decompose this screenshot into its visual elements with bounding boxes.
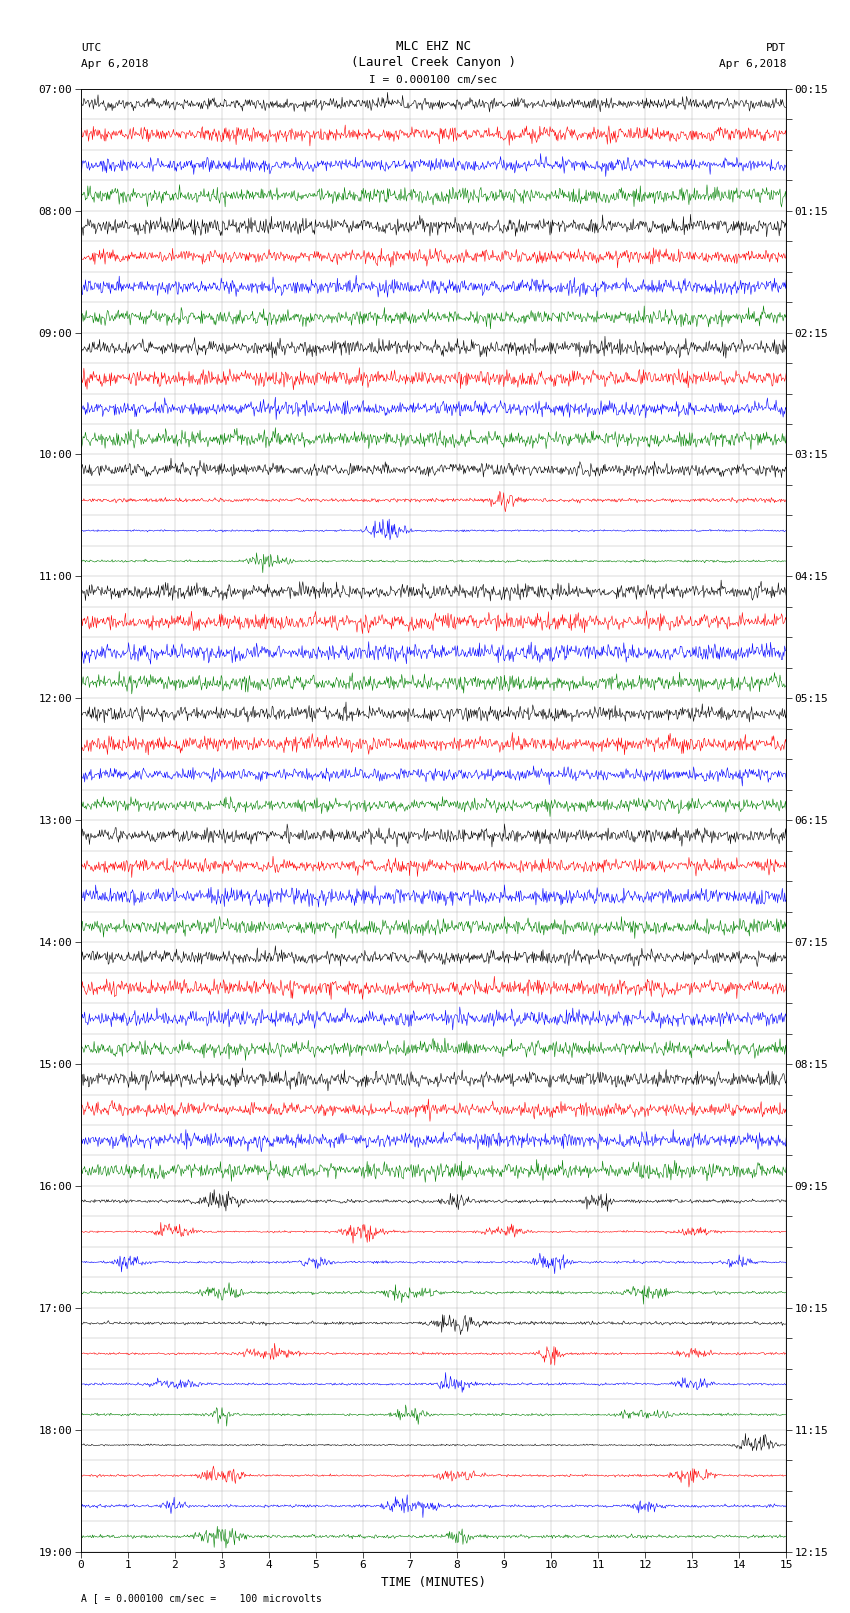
Text: A [ = 0.000100 cm/sec =    100 microvolts: A [ = 0.000100 cm/sec = 100 microvolts <box>81 1594 321 1603</box>
Text: (Laurel Creek Canyon ): (Laurel Creek Canyon ) <box>351 56 516 69</box>
X-axis label: TIME (MINUTES): TIME (MINUTES) <box>381 1576 486 1589</box>
Text: Apr 6,2018: Apr 6,2018 <box>719 60 786 69</box>
Text: MLC EHZ NC: MLC EHZ NC <box>396 40 471 53</box>
Text: I = 0.000100 cm/sec: I = 0.000100 cm/sec <box>370 76 497 85</box>
Text: PDT: PDT <box>766 44 786 53</box>
Text: Apr 6,2018: Apr 6,2018 <box>81 60 148 69</box>
Text: UTC: UTC <box>81 44 101 53</box>
